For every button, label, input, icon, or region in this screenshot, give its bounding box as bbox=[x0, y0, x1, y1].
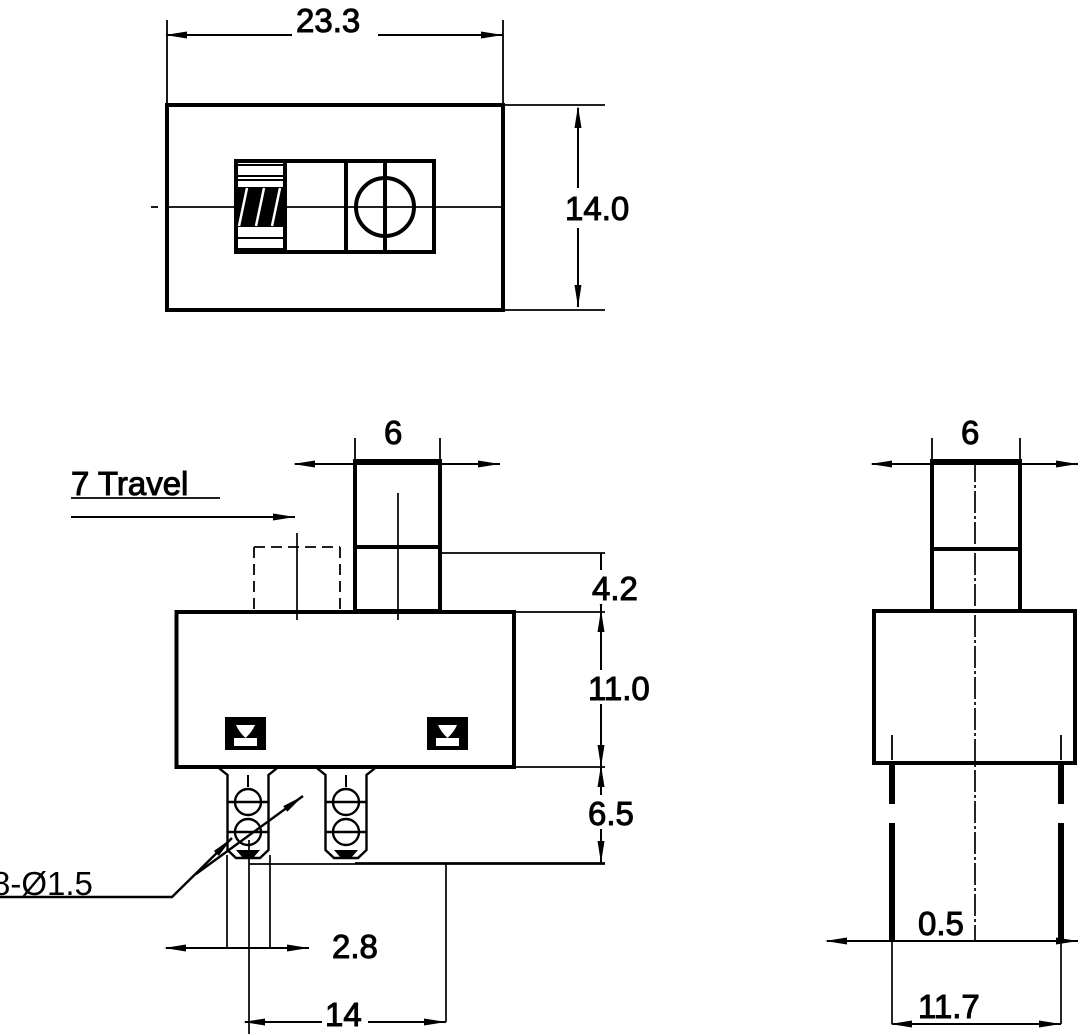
svg-text:6.5: 6.5 bbox=[588, 795, 634, 832]
svg-text:11.0: 11.0 bbox=[588, 670, 650, 707]
svg-text:8-Ø1.5: 8-Ø1.5 bbox=[0, 865, 93, 902]
svg-text:14.0: 14.0 bbox=[565, 190, 629, 227]
svg-text:14: 14 bbox=[325, 996, 362, 1033]
svg-text:11.7: 11.7 bbox=[918, 988, 980, 1025]
svg-text:6: 6 bbox=[384, 414, 402, 451]
svg-text:2.8: 2.8 bbox=[332, 928, 378, 965]
svg-text:0.5: 0.5 bbox=[918, 905, 964, 942]
svg-text:23.3: 23.3 bbox=[296, 2, 360, 39]
svg-text:7 Travel: 7 Travel bbox=[71, 465, 188, 502]
svg-text:6: 6 bbox=[961, 414, 979, 451]
svg-text:4.2: 4.2 bbox=[592, 570, 638, 607]
